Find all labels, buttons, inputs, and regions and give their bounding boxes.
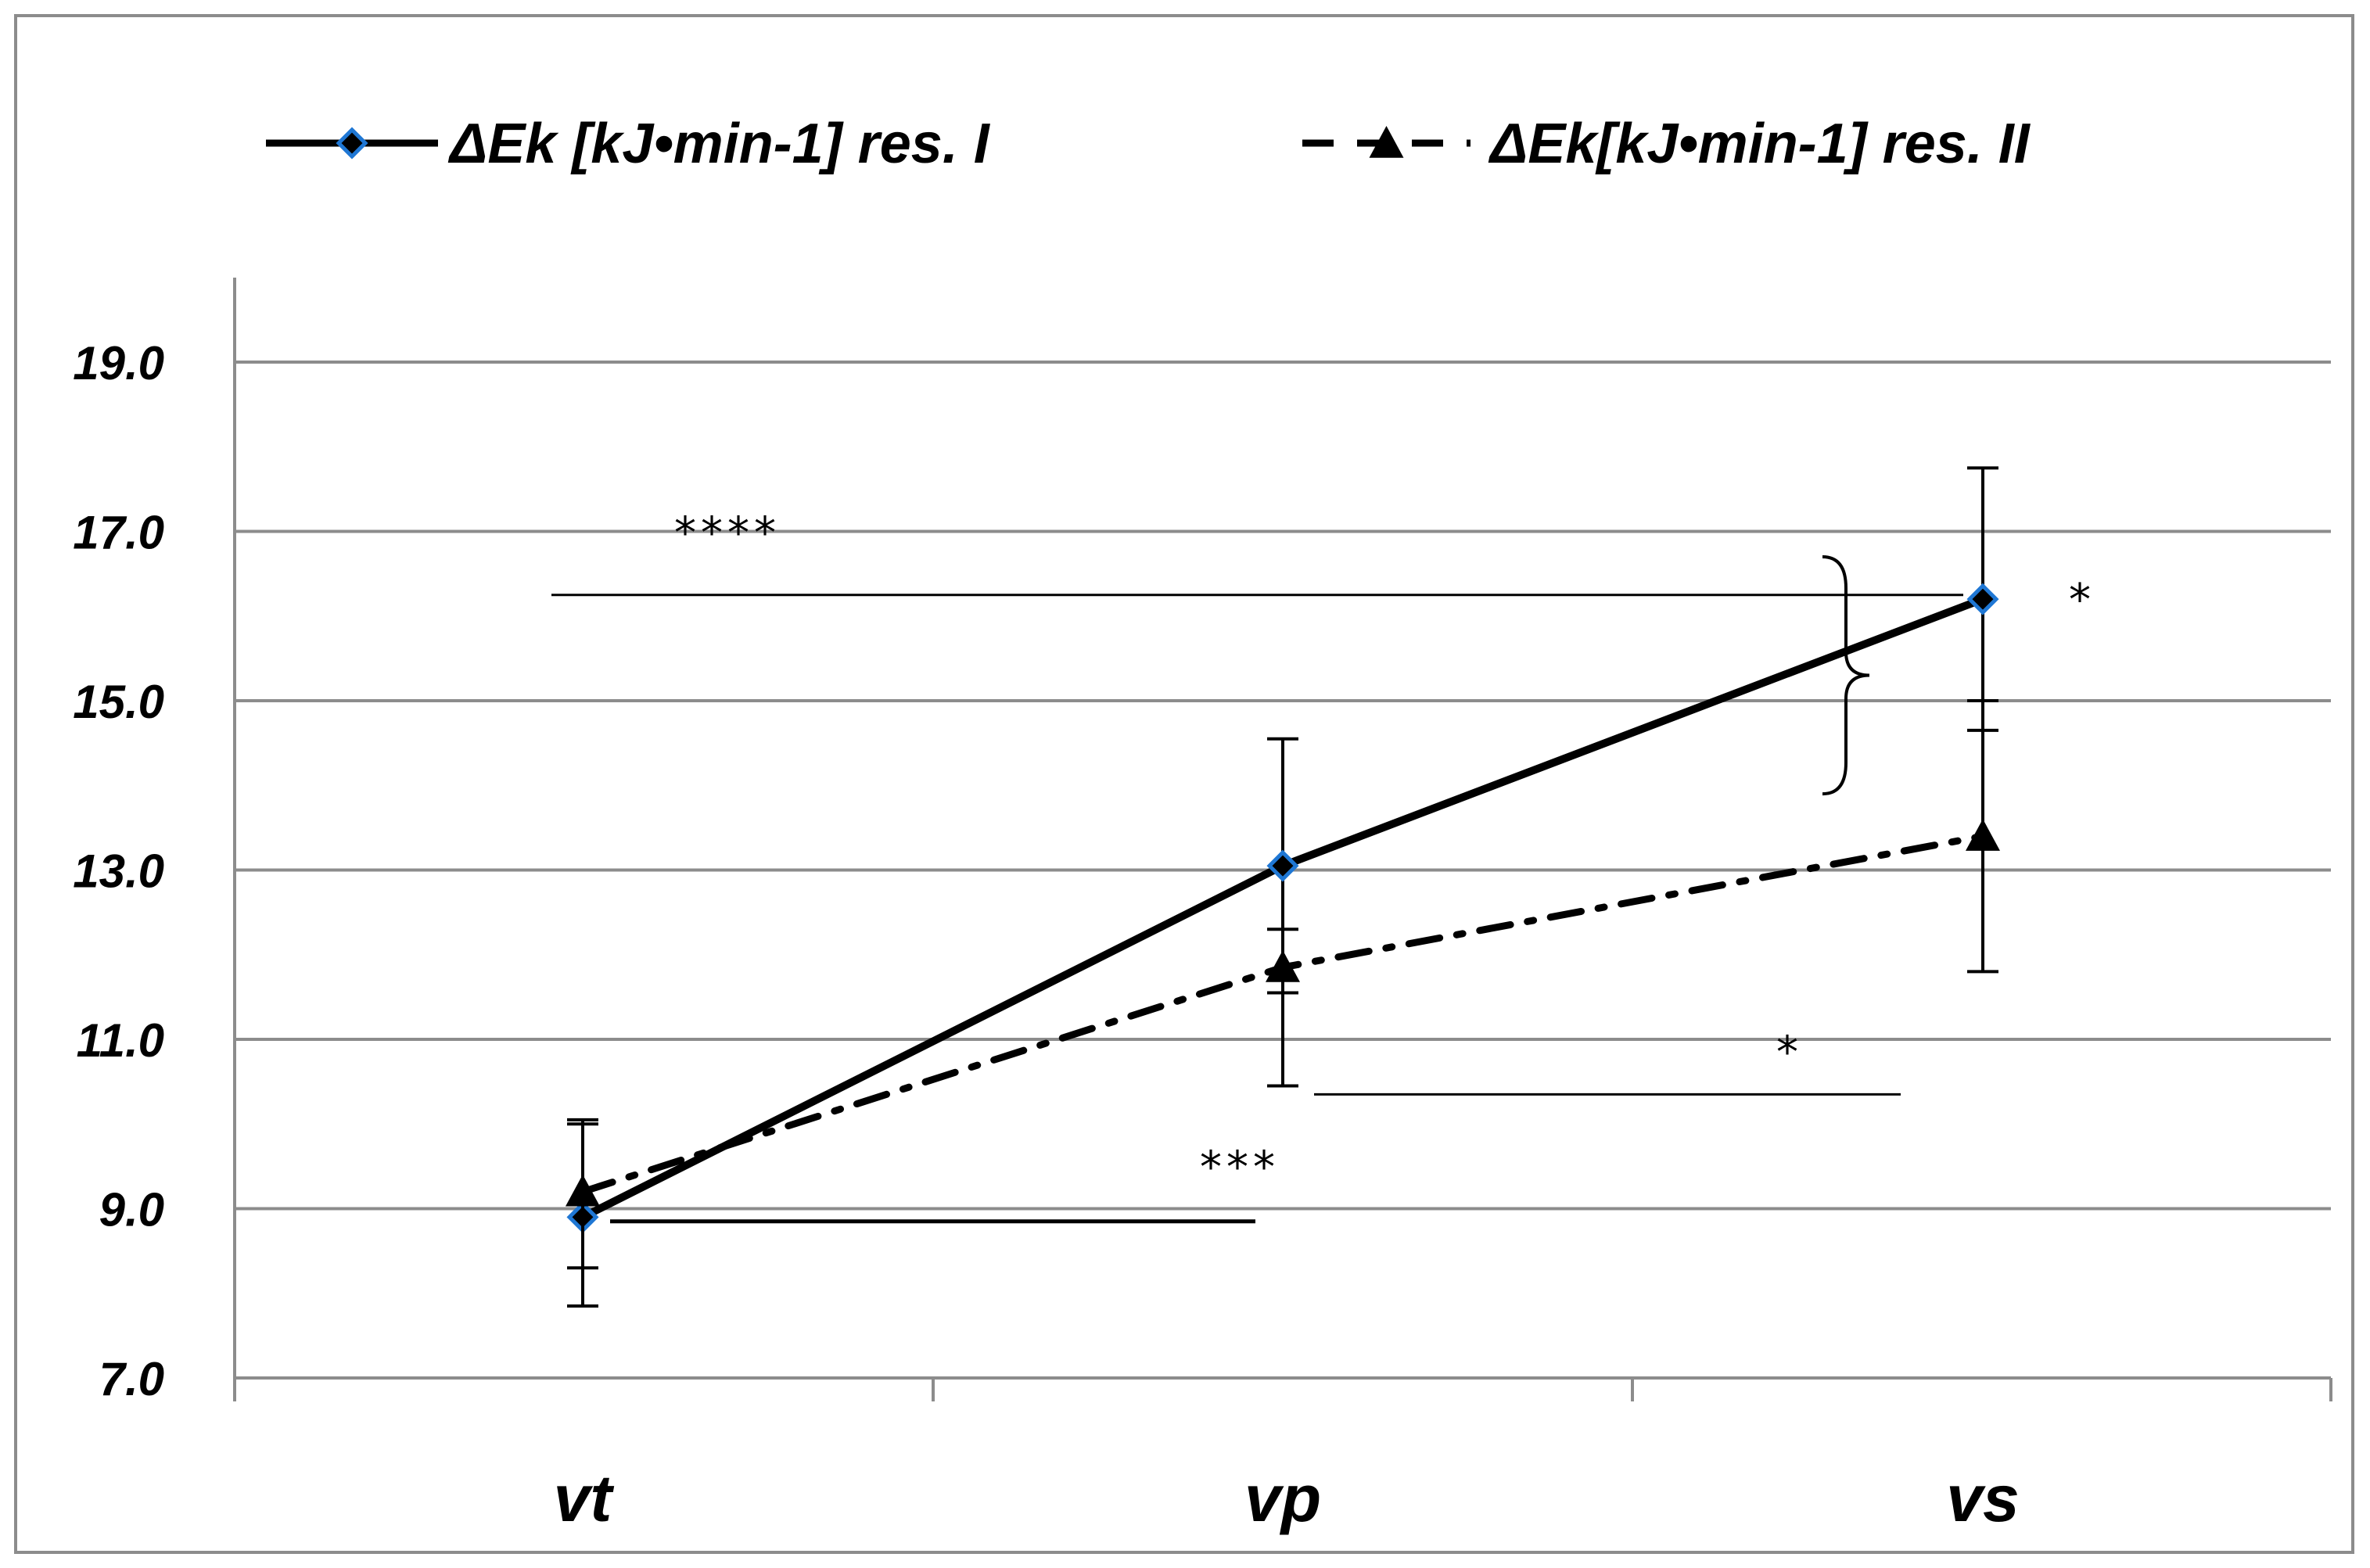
y-tick-label: 13.0 [73,845,164,898]
y-tick-label: 9.0 [99,1184,164,1236]
significance-label: *** [1200,1143,1280,1193]
significance-label: * [1776,1027,1803,1078]
significance-label: * [2069,575,2095,626]
legend-label: ΔEk [kJ•min-1] res. I [447,113,991,175]
y-tick-label: 15.0 [73,676,164,728]
y-tick-label: 17.0 [73,507,164,559]
y-tick-label: 19.0 [73,337,164,389]
y-tick-label: 11.0 [77,1014,164,1067]
significance-label: **** [674,508,781,559]
legend-label: ΔEk[kJ•min-1] res. II [1488,113,2031,175]
x-category-label: vs [1946,1462,2019,1535]
chart-border [16,16,2353,1552]
x-category-label: vp [1244,1462,1321,1535]
x-category-label: vt [554,1462,615,1535]
y-tick-label: 7.0 [99,1353,164,1405]
